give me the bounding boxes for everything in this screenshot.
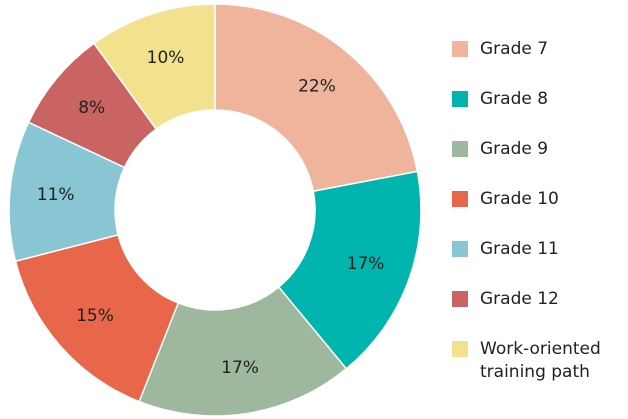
legend-label: Grade 10 (480, 189, 559, 209)
slice (92, 3, 216, 131)
legend-swatch (452, 341, 468, 357)
data-label: 10% (147, 48, 185, 68)
slice (277, 170, 422, 370)
legend-swatch (452, 191, 468, 207)
data-label: 17% (347, 254, 385, 274)
legend-item: Grade 8 (452, 88, 628, 111)
legend-item: Work-oriented training path (452, 338, 628, 384)
legend-swatch (452, 141, 468, 157)
data-label: 11% (37, 185, 75, 205)
data-label: 15% (76, 306, 114, 326)
legend-swatch (452, 41, 468, 57)
legend-item: Grade 10 (452, 188, 628, 211)
legend-swatch (452, 291, 468, 307)
donut: 22% 17% 17% 15% 11% 8% 10% (8, 3, 422, 417)
legend-label: Grade 11 (480, 239, 559, 259)
legend-item: Grade 7 (452, 38, 628, 61)
legend-label: Grade 8 (480, 89, 549, 109)
legend-item: Grade 12 (452, 288, 628, 311)
legend-label: Work-oriented training path (480, 339, 601, 382)
legend-label: Grade 12 (480, 289, 559, 309)
legend-item: Grade 9 (452, 138, 628, 161)
legend-label: Grade 9 (480, 139, 549, 159)
legend: Grade 7 Grade 8 Grade 9 Grade 10 Grade 11 Gra… (452, 38, 628, 411)
slice (14, 233, 180, 403)
data-label: 17% (221, 358, 259, 378)
slice (138, 285, 348, 417)
data-label: 8% (78, 98, 105, 118)
legend-swatch (452, 91, 468, 107)
data-label: 22% (298, 77, 336, 97)
legend-swatch (452, 241, 468, 257)
slice (214, 3, 419, 193)
legend-label: Grade 7 (480, 39, 549, 59)
legend-item: Grade 11 (452, 238, 628, 261)
